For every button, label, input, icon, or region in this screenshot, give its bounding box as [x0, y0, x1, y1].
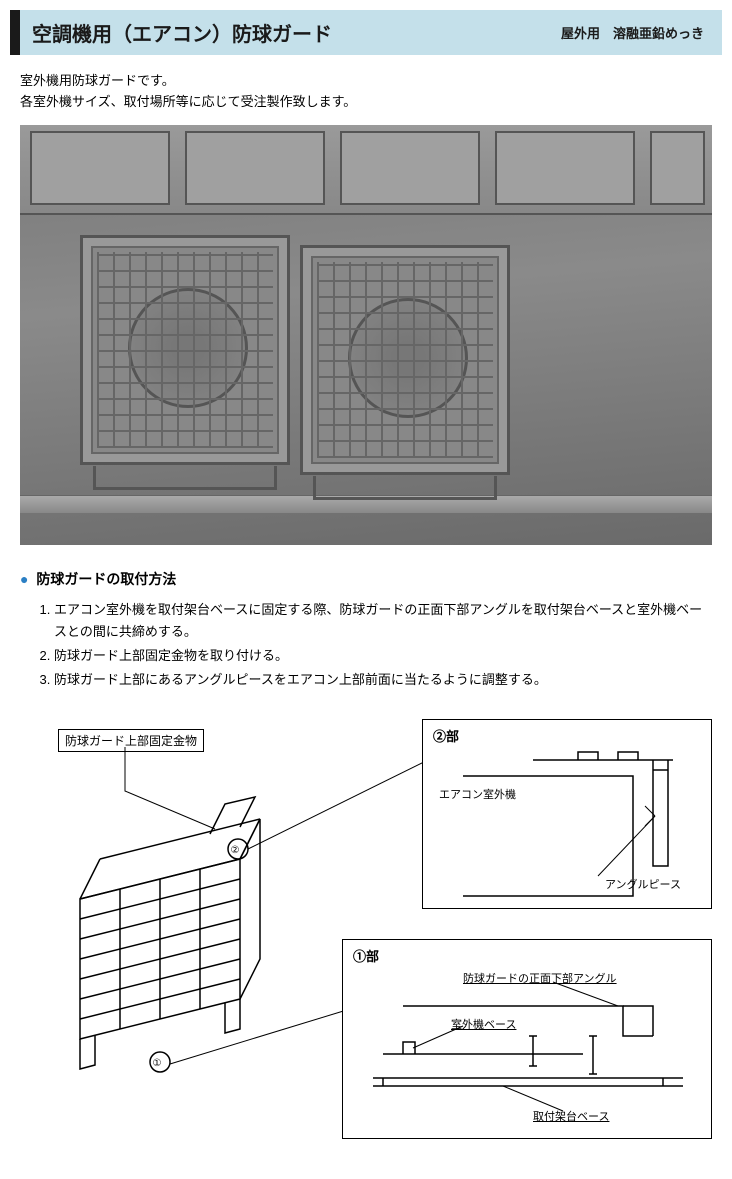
svg-text:②: ② — [231, 845, 240, 856]
instruction-item: 防球ガード上部固定金物を取り付ける。 — [54, 645, 712, 667]
detail-lower-svg — [343, 966, 713, 1136]
detail-upper-label-unit: エアコン室外機 — [439, 786, 516, 802]
intro-text: 室外機用防球ガードです。 各室外機サイズ、取付場所等に応じて受注製作致します。 — [20, 71, 712, 113]
detail-lower-label-angle: 防球ガードの正面下部アングル — [463, 970, 617, 986]
main-diagram-svg: ② ① — [60, 779, 320, 1089]
page-subtitle: 屋外用 溶融亜鉛めっき — [561, 23, 710, 42]
instruction-item: 防球ガード上部にあるアングルピースをエアコン上部前面に当たるように調整する。 — [54, 669, 712, 691]
detail-lower-title: ①部 — [343, 940, 711, 969]
detail-upper-label-piece: アングルピース — [605, 876, 681, 892]
product-photo — [20, 125, 712, 545]
section-heading-text: 防球ガードの取付方法 — [36, 571, 176, 587]
svg-text:①: ① — [153, 1058, 162, 1069]
detail-lower-label-outdoor: 室外機ベース — [451, 1016, 516, 1032]
header-bar: 空調機用（エアコン）防球ガード 屋外用 溶融亜鉛めっき — [10, 10, 722, 55]
detail-lower-label-mount: 取付架台ベース — [533, 1108, 609, 1124]
detail-upper-title: ②部 — [423, 720, 711, 749]
bullet-icon: ● — [20, 571, 28, 587]
detail-box-upper: ②部 エアコン室外機 アングルピース — [422, 719, 712, 909]
diagram-area: 防球ガード上部固定金物 — [20, 719, 712, 1159]
section-heading: ● 防球ガードの取付方法 — [20, 569, 712, 589]
detail-box-lower: ①部 防球ガードの正面下部アングル — [342, 939, 712, 1139]
page-title: 空調機用（エアコン）防球ガード — [32, 18, 332, 47]
intro-line-1: 室外機用防球ガードです。 — [20, 71, 712, 92]
intro-line-2: 各室外機サイズ、取付場所等に応じて受注製作致します。 — [20, 92, 712, 113]
instruction-list: エアコン室外機を取付架台ベースに固定する際、防球ガードの正面下部アングルを取付架… — [36, 599, 712, 691]
main-diagram-label: 防球ガード上部固定金物 — [58, 729, 204, 752]
instruction-item: エアコン室外機を取付架台ベースに固定する際、防球ガードの正面下部アングルを取付架… — [54, 599, 712, 643]
